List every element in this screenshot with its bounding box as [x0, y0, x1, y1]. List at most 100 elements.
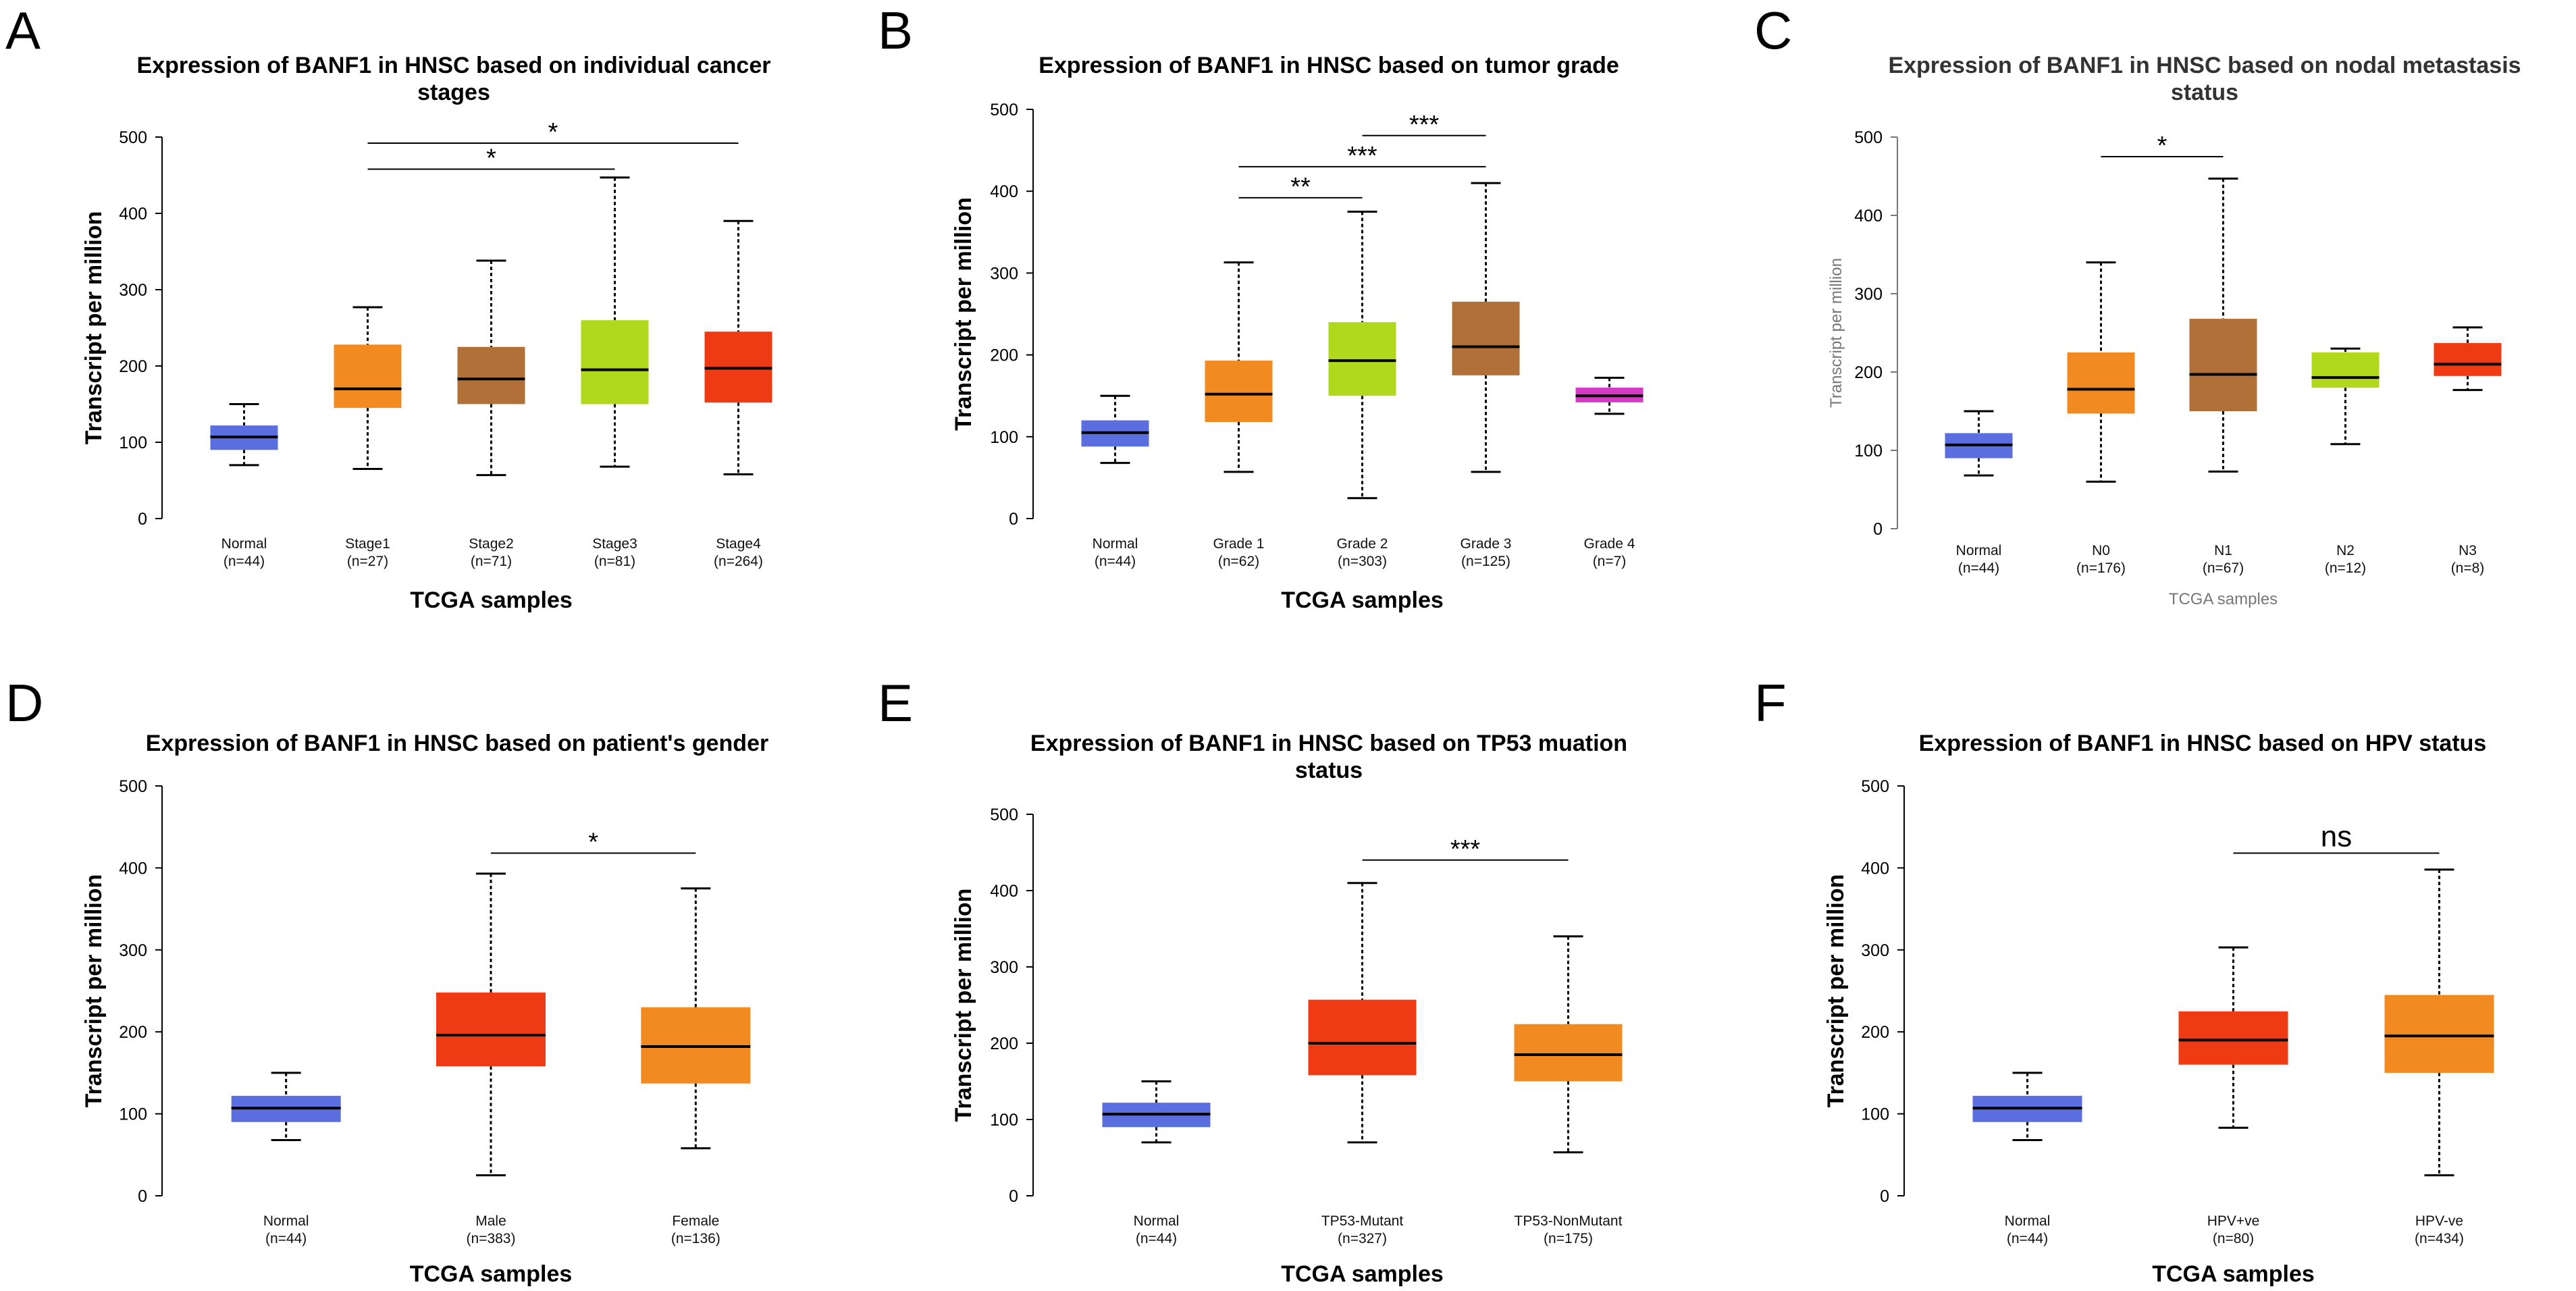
y-tick-label: 400: [1854, 207, 1883, 226]
x-axis-label: TCGA samples: [2152, 1261, 2315, 1287]
box-iqr: [1514, 1024, 1623, 1082]
x-axis-label: TCGA samples: [1281, 587, 1444, 613]
x-tick-count: (n=125): [1461, 554, 1510, 569]
x-tick-count: (n=67): [2203, 560, 2244, 576]
chart-panel-f: F Expression of BANF1 in HNSC based on HP…: [1754, 673, 2494, 1287]
significance-label: *: [2157, 132, 2167, 160]
box-male: [436, 872, 546, 1177]
x-tick-count: (n=136): [671, 1231, 720, 1246]
x-tick-label: N0: [2092, 543, 2110, 558]
chart-title: status: [2171, 80, 2238, 105]
y-tick-label: 0: [138, 1187, 147, 1206]
y-tick-label: 500: [1854, 128, 1883, 147]
y-tick-label: 200: [990, 346, 1018, 365]
y-tick-label: 400: [1861, 859, 1889, 878]
box-iqr: [2178, 1011, 2288, 1065]
box-iqr: [2434, 343, 2502, 376]
x-tick-count: (n=44): [224, 554, 265, 569]
x-tick-label: Stage4: [716, 536, 761, 552]
panel-label: E: [878, 673, 913, 733]
panel-label: D: [5, 673, 43, 733]
box-stage2: [457, 259, 525, 477]
box-female: [641, 887, 751, 1150]
y-tick-label: 100: [119, 433, 147, 452]
y-tick-label: 0: [1880, 1187, 1889, 1206]
x-tick-label: TP53-NonMutant: [1515, 1213, 1623, 1229]
x-tick-label: Stage3: [592, 536, 637, 552]
x-tick-label: Normal: [221, 536, 267, 552]
panel-label: C: [1754, 1, 1792, 60]
y-tick-label: 500: [1861, 777, 1889, 796]
x-tick-count: (n=81): [594, 554, 635, 569]
x-tick-label: HPV+ve: [2207, 1213, 2260, 1229]
chart-panel-a: A Expression of BANF1 in HNSC based on in…: [5, 1, 772, 613]
x-tick-label: Normal: [1956, 543, 2002, 558]
box-normal: [210, 403, 278, 467]
y-tick-label: 300: [1854, 285, 1883, 304]
y-tick-label: 0: [138, 510, 147, 529]
x-tick-label: N2: [2336, 543, 2355, 558]
x-tick-label: Normal: [1093, 536, 1138, 552]
significance-label: **: [1290, 173, 1311, 201]
x-tick-count: (n=7): [1593, 554, 1627, 569]
x-tick-count: (n=71): [471, 554, 512, 569]
y-tick-label: 100: [1854, 442, 1883, 460]
x-tick-label: Stage2: [469, 536, 514, 552]
chart-title: Expression of BANF1 in HNSC based on HPV…: [1919, 731, 2487, 756]
x-tick-label: N1: [2214, 543, 2232, 558]
x-tick-label: Grade 2: [1337, 536, 1388, 552]
chart-title: Expression of BANF1 in HNSC based on tum…: [1039, 53, 1619, 78]
x-tick-label: TP53-Mutant: [1321, 1213, 1404, 1229]
x-tick-count: (n=434): [2415, 1231, 2464, 1246]
x-tick-label: Normal: [1134, 1213, 1180, 1229]
box-grade-3: [1452, 182, 1520, 473]
y-tick-label: 400: [119, 205, 147, 223]
box-iqr: [1205, 361, 1273, 422]
y-tick-label: 300: [990, 264, 1018, 283]
y-tick-label: 200: [1861, 1023, 1889, 1042]
box-n1: [2189, 177, 2257, 473]
x-axis-label: TCGA samples: [410, 587, 573, 613]
box-hpv-ve: [2178, 946, 2288, 1129]
box-n2: [2311, 347, 2380, 446]
box-iqr: [1452, 301, 1520, 375]
chart-panel-d: D Expression of BANF1 in HNSC based on pa…: [5, 673, 768, 1287]
box-iqr: [2067, 352, 2135, 414]
box-iqr: [457, 346, 525, 404]
y-tick-label: 500: [990, 101, 1018, 120]
y-axis-label: Transcript per million: [951, 889, 976, 1122]
x-tick-count: (n=44): [1958, 560, 1999, 576]
y-tick-label: 300: [119, 941, 147, 960]
x-tick-count: (n=8): [2451, 560, 2485, 576]
y-tick-label: 400: [990, 182, 1018, 201]
x-tick-count: (n=12): [2325, 560, 2366, 576]
box-iqr: [2384, 995, 2494, 1073]
significance-label: ***: [1409, 111, 1440, 139]
y-tick-label: 100: [119, 1105, 147, 1124]
y-tick-label: 100: [990, 428, 1018, 447]
box-normal: [231, 1072, 341, 1141]
chart-panel-b: B Expression of BANF1 in HNSC based on tu…: [878, 1, 1644, 613]
y-tick-label: 400: [990, 882, 1018, 901]
x-tick-count: (n=175): [1544, 1231, 1593, 1246]
y-axis-label: Transcript per million: [81, 874, 107, 1108]
chart-panel-c: C Expression of BANF1 in HNSC based on no…: [1754, 1, 2521, 608]
x-tick-count: (n=264): [714, 554, 763, 569]
x-tick-label: Stage1: [345, 536, 390, 552]
x-tick-label: Female: [672, 1213, 719, 1229]
x-tick-count: (n=27): [347, 554, 388, 569]
x-tick-label: HPV-ve: [2415, 1213, 2463, 1229]
y-tick-label: 500: [119, 777, 147, 796]
significance-label: *: [548, 118, 558, 147]
y-tick-label: 400: [119, 859, 147, 878]
x-tick-label: Grade 3: [1461, 536, 1512, 552]
y-tick-label: 100: [990, 1111, 1018, 1130]
x-tick-count: (n=303): [1338, 554, 1387, 569]
panel-label: F: [1754, 673, 1787, 733]
significance-label: ns: [2321, 820, 2352, 853]
x-tick-count: (n=176): [2076, 560, 2126, 576]
x-tick-label: Normal: [263, 1213, 309, 1229]
y-tick-label: 200: [119, 357, 147, 376]
box-normal: [1945, 410, 2013, 477]
